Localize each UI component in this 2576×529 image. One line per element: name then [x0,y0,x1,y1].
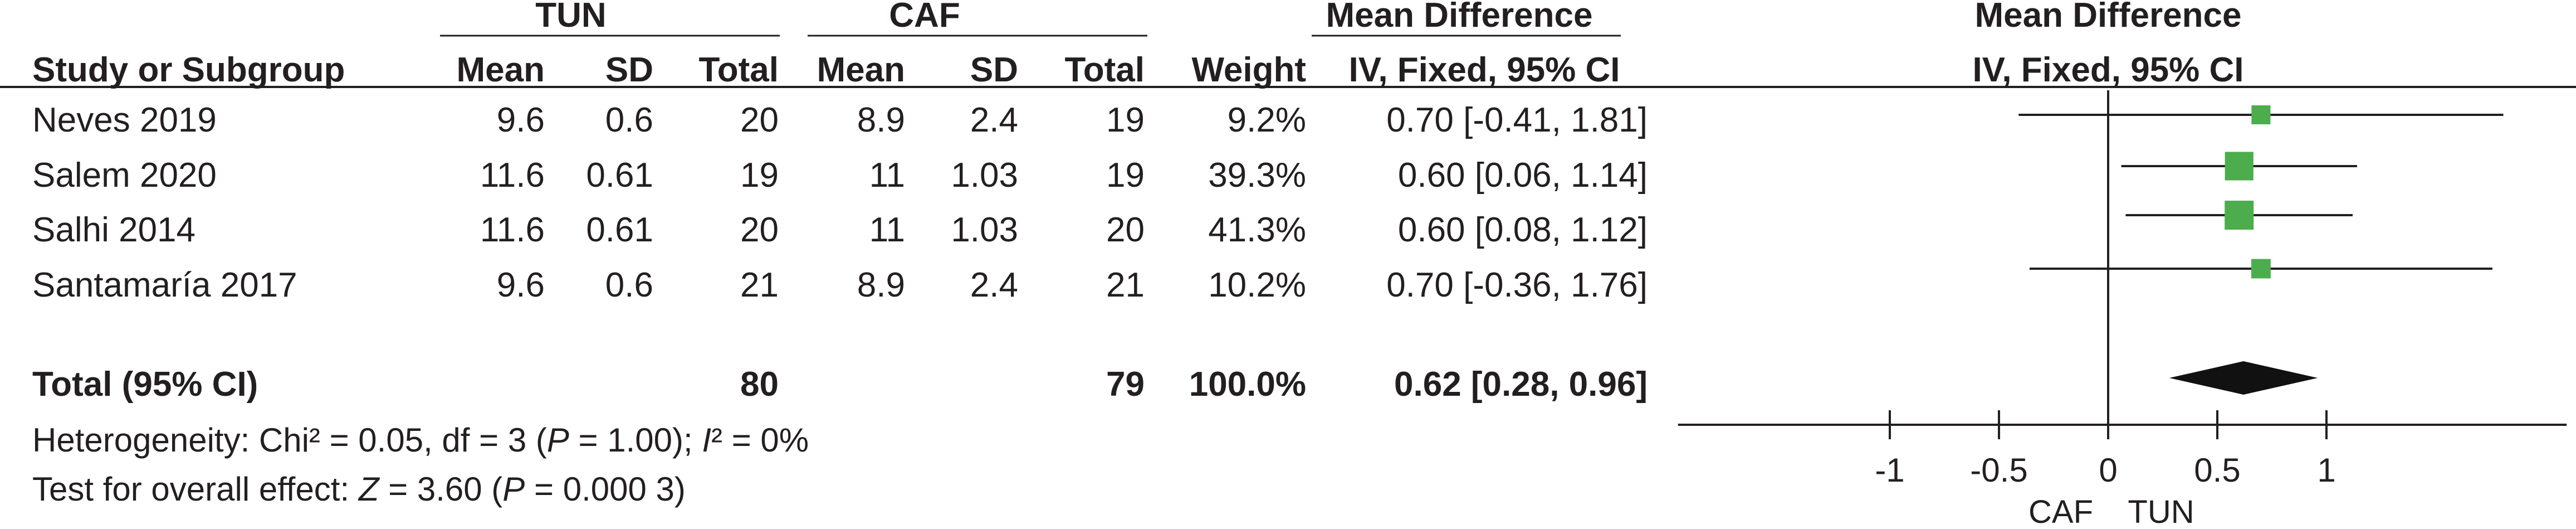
study-weight: 9.2% [1228,101,1306,139]
favours-left-label: CAF [2028,494,2093,529]
study-ci: 0.60 [0.06, 1.14] [1398,156,1648,195]
study-ci: 0.60 [0.08, 1.12] [1398,211,1648,249]
study-weight: 39.3% [1208,156,1306,195]
col-ctl-sd-header: SD [970,51,1018,89]
study-name: Salhi 2014 [32,211,195,249]
heterogeneity-text: Heterogeneity: Chi² = 0.05, df = 3 (P = … [32,421,809,459]
ctl-sd: 1.03 [951,211,1018,249]
col-weight-header: Weight [1192,51,1307,89]
study-rows: Neves 2019 9.6 0.6 20 8.9 2.4 19 9.2% 0.70 [-0.4… [32,101,1648,304]
total-exp-n: 80 [740,365,779,404]
study-ci: 0.70 [-0.36, 1.76] [1386,266,1648,304]
col-exp-mean-header: Mean [457,51,545,89]
ctl-sd: 2.4 [970,266,1018,304]
x-tick-label: -1 [1875,452,1904,489]
ctl-total: 21 [1106,266,1145,304]
exp-sd: 0.6 [605,266,653,304]
col-ctl-mean-header: Mean [817,51,905,89]
study-name: Santamaría 2017 [32,266,297,304]
study-square [2225,201,2254,230]
study-square [2225,152,2254,181]
overall-effect-text: Test for overall effect: Z = 3.60 (P = 0… [32,470,686,508]
col-exp-sd-header: SD [605,51,653,89]
exp-mean: 9.6 [497,266,545,304]
exp-total: 19 [740,156,779,195]
study-square [2251,259,2271,279]
ctl-mean: 8.9 [857,266,905,304]
exp-mean: 11.6 [480,156,545,195]
total-ci: 0.62 [0.28, 0.96] [1394,365,1648,404]
study-square [2251,105,2271,125]
ctl-mean: 8.9 [857,101,905,139]
exp-mean: 9.6 [497,101,545,139]
exp-total: 20 [740,101,779,139]
ctl-sd: 1.03 [951,156,1018,195]
study-name: Salem 2020 [32,156,217,195]
exp-sd: 0.6 [605,101,653,139]
col-exp-total-header: Total [699,51,779,89]
exp-mean: 11.6 [480,211,545,249]
study-name: Neves 2019 [32,101,217,139]
total-diamond [2169,361,2318,395]
exp-group-header: TUN [535,0,606,35]
ctl-mean: 11 [869,156,905,195]
plot-area: -1 -0.5 0 0.5 1 [1678,90,2567,489]
total-weight: 100.0% [1189,365,1306,404]
ctl-total: 19 [1106,101,1145,139]
total-label: Total (95% CI) [32,365,258,404]
study-ci: 0.70 [-0.41, 1.81] [1386,101,1648,139]
study-weight: 41.3% [1208,211,1306,249]
exp-total: 21 [740,266,779,304]
ctl-mean: 11 [869,211,905,249]
favours-right-label: TUN [2128,494,2194,529]
ctl-group-header: CAF [889,0,960,35]
col-ctl-total-header: Total [1065,51,1145,89]
exp-total: 20 [740,211,779,249]
x-tick-label: 0.5 [2194,452,2240,489]
col-method-header: IV, Fixed, 95% CI [1348,51,1620,89]
ctl-total: 20 [1106,211,1145,249]
effect-header: Mean Difference [1326,0,1593,35]
plot-method-header: IV, Fixed, 95% CI [1972,51,2243,89]
exp-sd: 0.61 [586,211,653,249]
study-weight: 10.2% [1208,266,1306,304]
exp-sd: 0.61 [586,156,653,195]
ctl-sd: 2.4 [970,101,1018,139]
total-ctl-n: 79 [1106,365,1145,404]
col-study-header: Study or Subgroup [32,51,345,89]
x-tick-label: 1 [2317,452,2335,489]
x-tick-label: 0 [2099,452,2117,489]
ctl-total: 19 [1106,156,1145,195]
plot-header: Mean Difference [1975,0,2242,35]
x-tick-label: -0.5 [1970,452,2027,489]
